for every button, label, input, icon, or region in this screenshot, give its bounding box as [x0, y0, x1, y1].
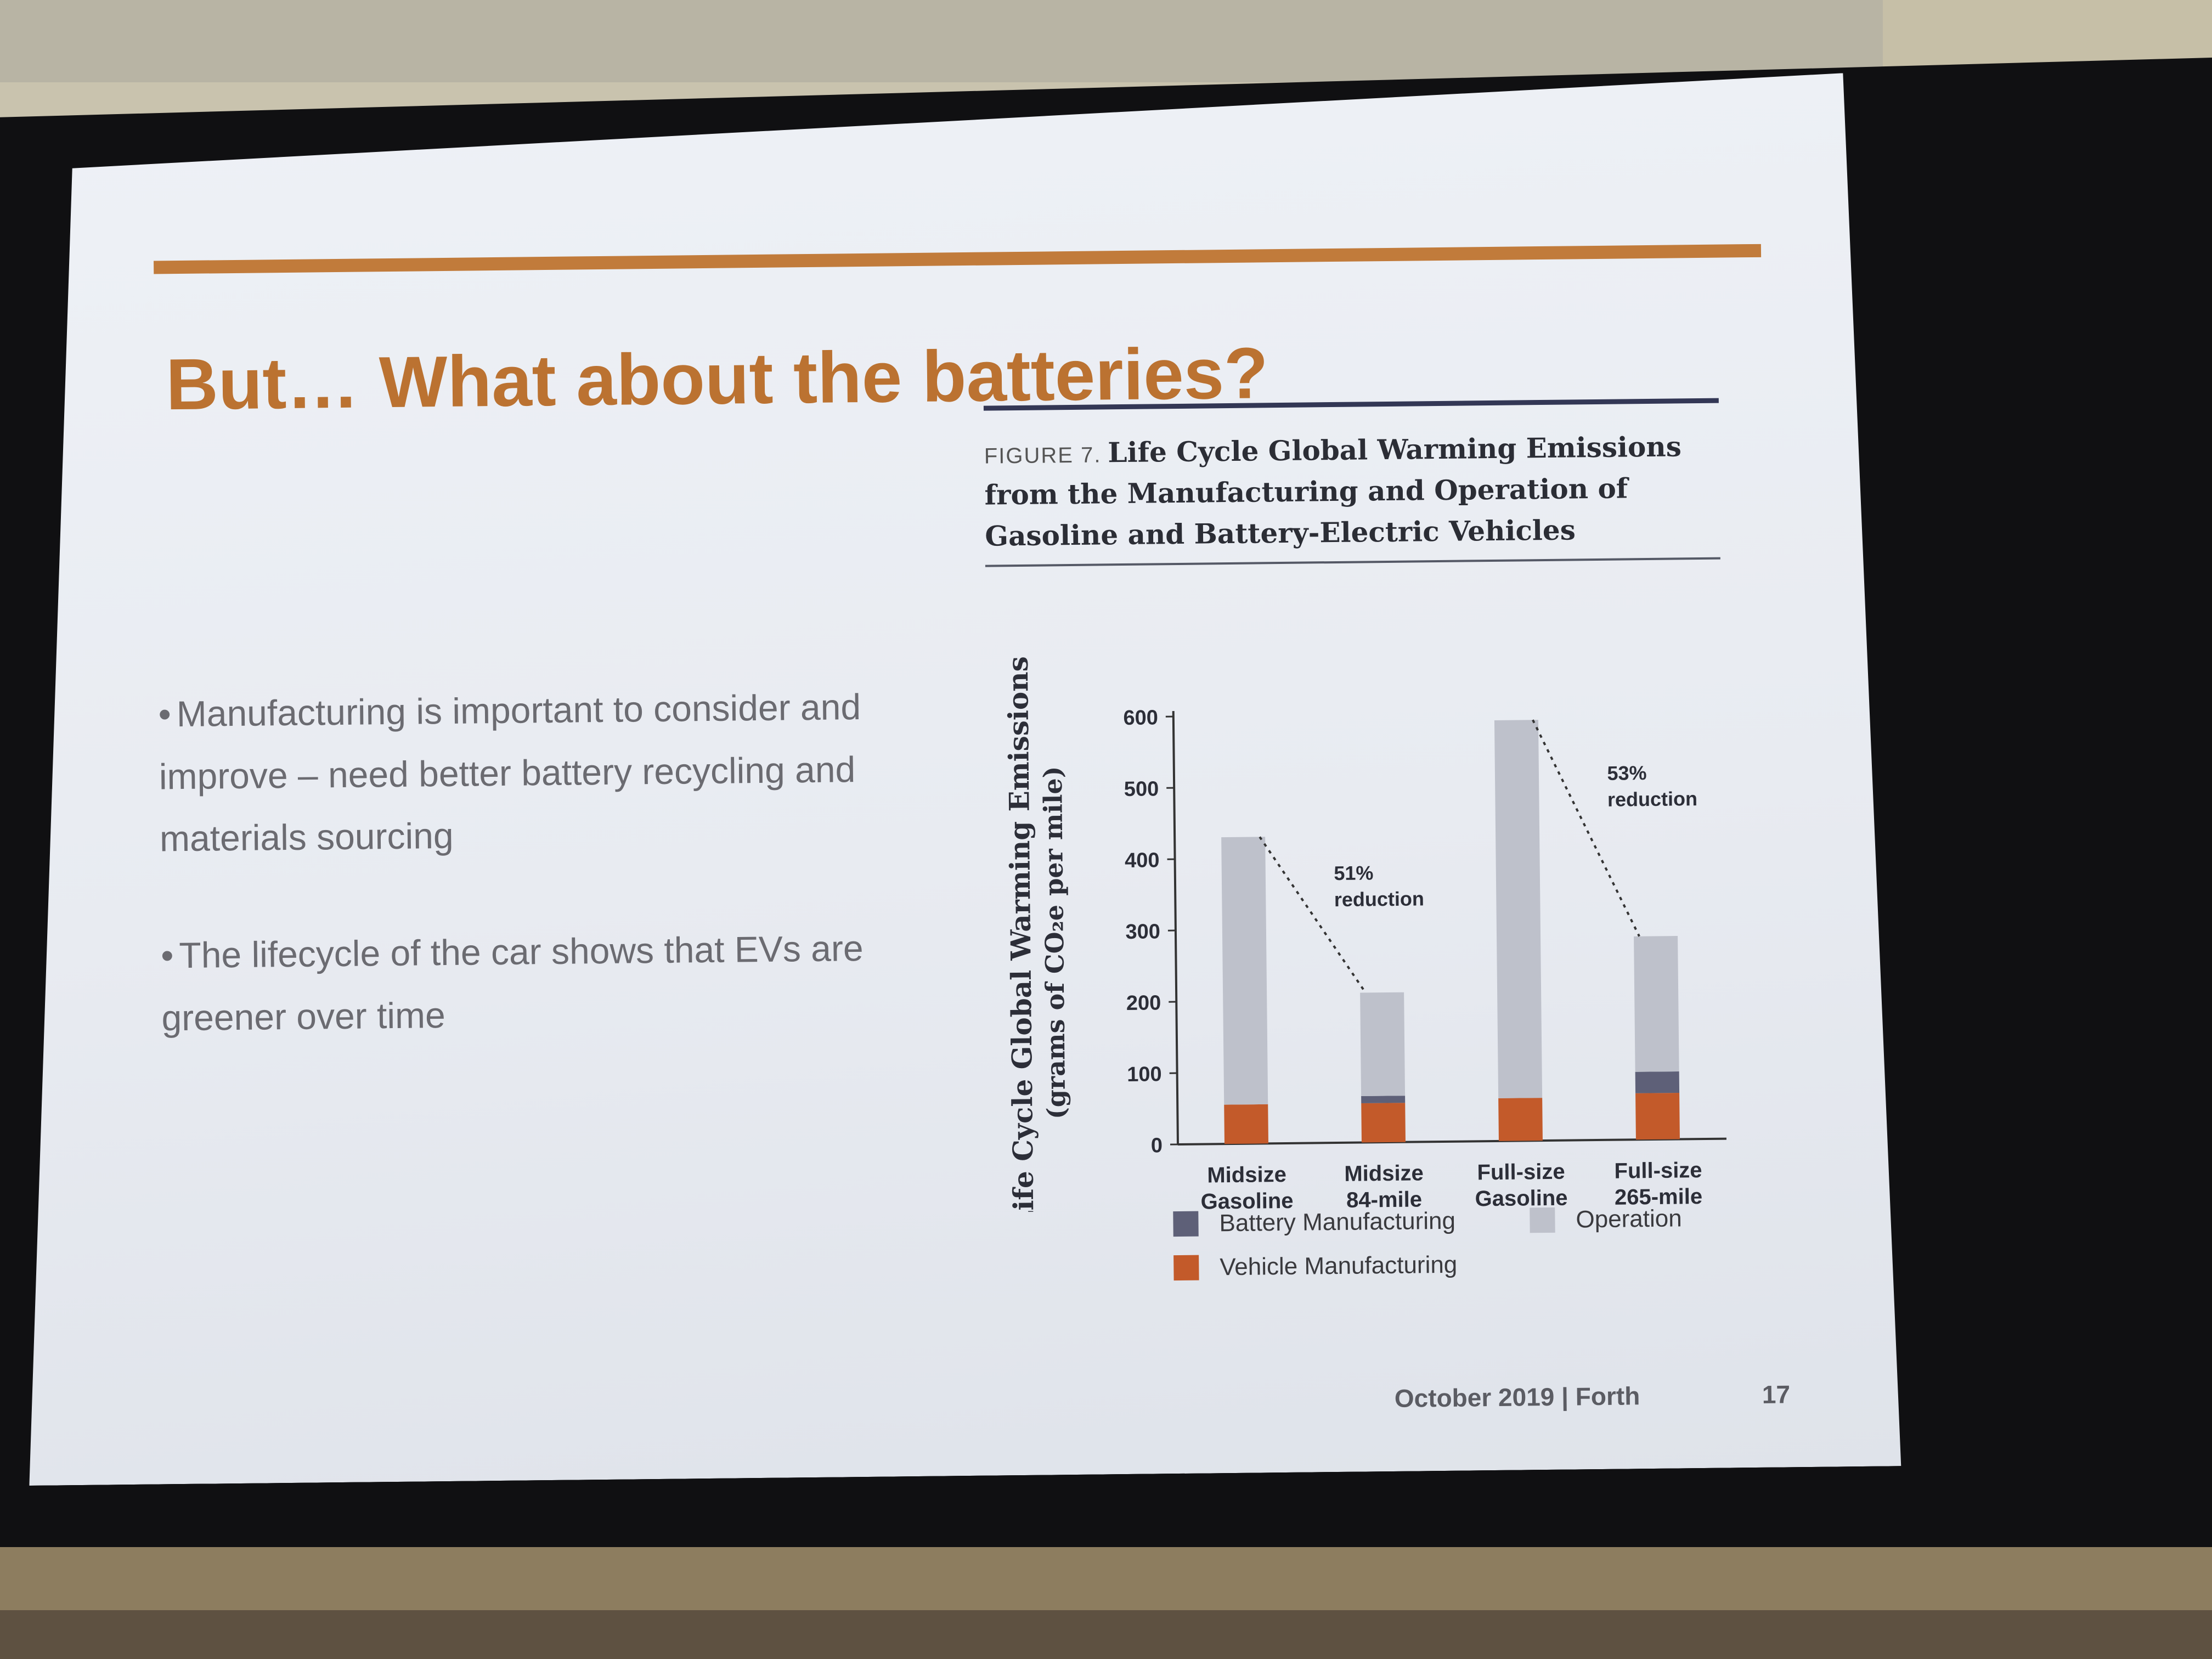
- y-axis-label-units: (grams of CO₂e per mile): [1038, 766, 1071, 1119]
- y-tick-label: 0: [1151, 1134, 1163, 1157]
- bar-segment: [1361, 1096, 1405, 1103]
- x-tick-label: Midsize: [1207, 1163, 1286, 1188]
- bullet-manufacturing: • Manufacturing is important to consider …: [158, 675, 983, 870]
- figure-caption: FIGURE 7. Life Cycle Global Warming Emiss…: [984, 425, 1731, 556]
- bottom-strip: [0, 1610, 2212, 1659]
- bar-segment: [1224, 1104, 1268, 1144]
- title-rule: [154, 244, 1761, 274]
- reduction-connector: [1533, 719, 1639, 937]
- footer-date: October 2019 | Forth: [1394, 1381, 1640, 1413]
- y-axis-label: Life Cycle Global Warming Emissions: [1002, 656, 1040, 1212]
- reduction-label-percent: 51%: [1334, 861, 1373, 884]
- bullet-dot-icon: •: [160, 935, 174, 976]
- emissions-bar-chart: Life Cycle Global Warming Emissions(gram…: [980, 601, 1765, 1212]
- legend-label: Vehicle Manufacturing: [1220, 1251, 1458, 1281]
- bullet-text: Manufacturing is important to consider a…: [159, 686, 861, 859]
- legend-battery-manufacturing: Battery Manufacturing: [1173, 1207, 1455, 1238]
- legend-vehicle-manufacturing: Vehicle Manufacturing: [1173, 1251, 1457, 1282]
- figure-label: FIGURE 7.: [984, 443, 1102, 469]
- x-tick-label: Midsize: [1344, 1161, 1424, 1186]
- bar-segment: [1360, 992, 1405, 1096]
- bullet-dot-icon: •: [158, 693, 172, 735]
- chart-legend: Battery Manufacturing Operation Vehicle …: [1173, 1204, 1778, 1321]
- bullet-lifecycle: • The lifecycle of the car shows that EVs…: [161, 916, 985, 1049]
- x-tick-label: Gasoline: [1200, 1189, 1293, 1212]
- legend-label: Battery Manufacturing: [1219, 1207, 1456, 1237]
- reduction-label-text: reduction: [1334, 887, 1424, 911]
- bar-segment: [1361, 1103, 1406, 1142]
- legend-label: Operation: [1576, 1205, 1682, 1233]
- bar-segment: [1494, 720, 1542, 1098]
- y-tick-label: 300: [1125, 920, 1160, 944]
- legend-swatch-operation: [1530, 1207, 1555, 1233]
- slide-title: But… What about the batteries?: [165, 332, 1269, 425]
- legend-swatch-battery: [1173, 1211, 1198, 1237]
- reduction-label-text: reduction: [1607, 787, 1697, 811]
- presentation-slide: But… What about the batteries? • Manufact…: [15, 72, 1922, 1486]
- bar-segment: [1498, 1098, 1543, 1141]
- reduction-label-percent: 53%: [1607, 761, 1646, 785]
- bullet-text: The lifecycle of the car shows that EVs …: [161, 928, 864, 1038]
- bar-segment: [1634, 936, 1679, 1072]
- legend-swatch-vehicle: [1173, 1255, 1199, 1280]
- y-tick-label: 400: [1125, 849, 1160, 872]
- bar-segment: [1221, 837, 1268, 1104]
- y-tick-label: 100: [1127, 1063, 1162, 1086]
- y-tick-label: 500: [1124, 777, 1159, 801]
- reduction-connector: [1260, 836, 1365, 994]
- y-tick-label: 200: [1126, 991, 1161, 1015]
- x-tick-label: Full-size: [1477, 1160, 1565, 1185]
- y-axis-line: [1173, 711, 1178, 1144]
- bar-segment: [1635, 1071, 1679, 1093]
- legend-operation: Operation: [1530, 1205, 1682, 1234]
- figure-rule-bottom: [985, 557, 1720, 567]
- page-number: 17: [1762, 1380, 1791, 1409]
- x-tick-label: Full-size: [1614, 1158, 1702, 1183]
- y-tick-label: 600: [1123, 706, 1158, 730]
- x-axis-line: [1178, 1139, 1726, 1144]
- bar-segment: [1635, 1093, 1680, 1139]
